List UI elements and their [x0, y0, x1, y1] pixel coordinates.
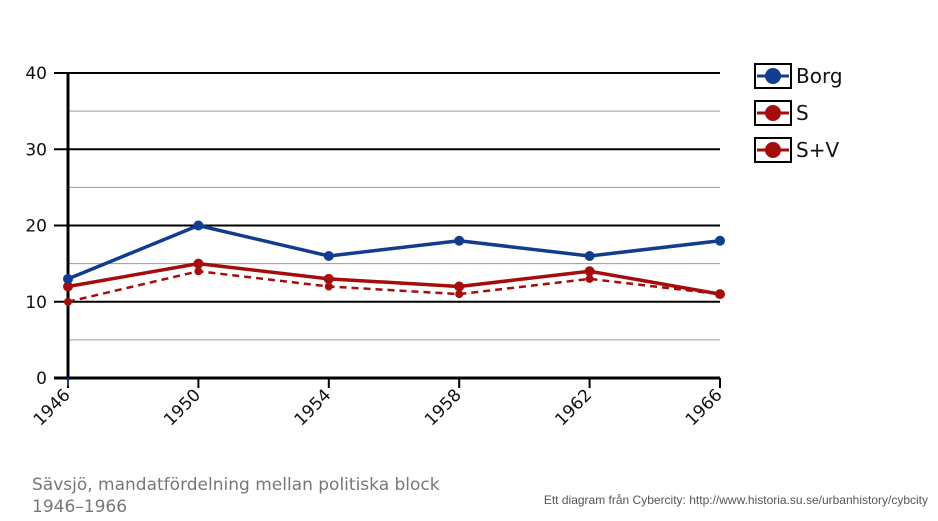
y-tick-label: 10	[25, 293, 47, 313]
source-credit: Ett diagram från Cybercity: http://www.h…	[543, 493, 928, 507]
data-point-splusv	[63, 281, 73, 292]
series-line-splusv	[67, 261, 721, 296]
legend-swatch-marker	[765, 68, 781, 84]
data-point-s	[455, 290, 464, 299]
legend-label: S+V	[796, 138, 839, 162]
data-point-borg	[323, 251, 334, 261]
data-point-s	[585, 274, 594, 283]
x-tick-label: 1950	[160, 385, 205, 430]
y-axis: 0 10 20 30 40	[25, 64, 70, 389]
data-point-splusv	[193, 258, 204, 269]
chart-caption: Sävsjö, mandatfördelning mellan politisk…	[32, 475, 440, 517]
data-point-splusv	[323, 273, 334, 284]
legend-label: S	[796, 101, 809, 125]
series-line-s	[67, 270, 721, 303]
legend-swatch-marker	[765, 142, 781, 158]
legend-swatch-marker	[765, 105, 781, 121]
x-tick-label: 1962	[551, 385, 596, 430]
data-point-splusv	[584, 266, 595, 277]
data-point-borg	[454, 235, 465, 246]
y-tick-label: 30	[25, 140, 47, 160]
data-point-borg	[715, 235, 725, 246]
y-tick-label: 20	[25, 217, 47, 237]
x-tick-label: 1946	[30, 385, 75, 430]
y-tick-label: 40	[25, 64, 47, 84]
data-point-s	[64, 297, 72, 306]
data-point-borg	[193, 220, 204, 231]
data-point-splusv	[454, 281, 465, 292]
data-point-borg	[63, 273, 73, 284]
x-tick-label: 1954	[291, 385, 336, 430]
data-point-s	[716, 290, 724, 299]
legend: Borg S S+V	[754, 63, 843, 163]
series-line-borg	[67, 223, 721, 281]
series-lines	[63, 220, 725, 306]
x-tick-label: 1966	[682, 385, 727, 430]
data-point-s	[194, 267, 203, 276]
x-tick-label: 1958	[421, 385, 466, 430]
grid-lines	[54, 72, 720, 341]
legend-label: Borg	[796, 64, 843, 88]
data-point-borg	[584, 251, 595, 261]
data-point-s	[324, 282, 333, 291]
y-tick-label: 0	[36, 369, 47, 389]
x-axis: 1946 1950 1954 1958 1962 1966	[30, 376, 727, 430]
